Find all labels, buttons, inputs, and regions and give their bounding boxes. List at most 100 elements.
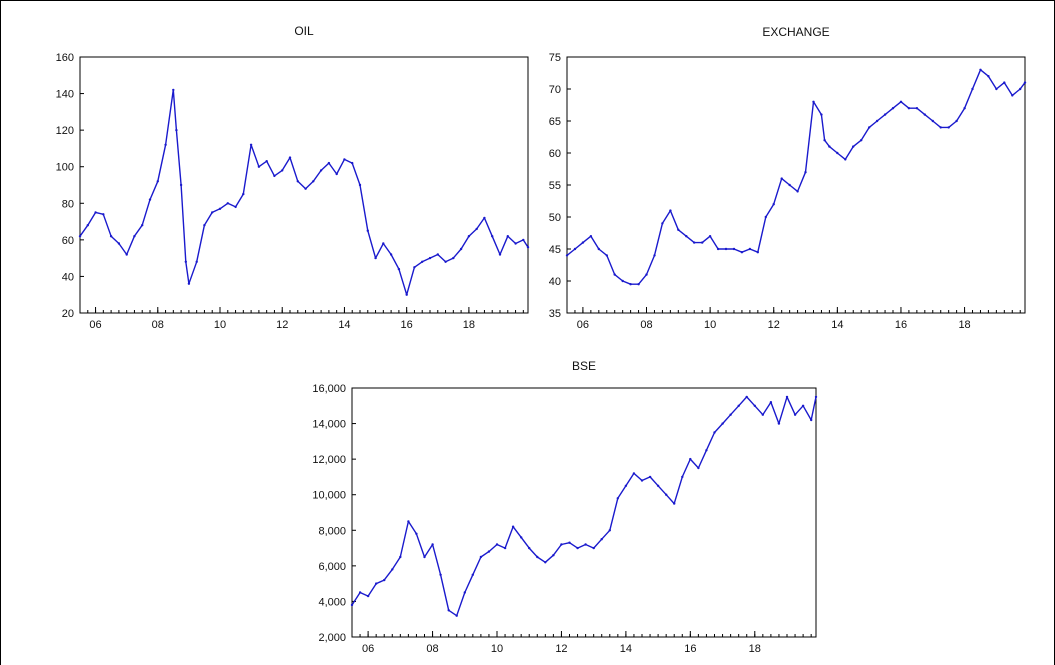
bse-data-point <box>383 578 386 582</box>
exchange-y-tick-label: 45 <box>549 244 561 256</box>
exchange-data-point <box>860 139 863 142</box>
bse-data-point <box>463 591 466 594</box>
bse-y-tick-label: 2,000 <box>318 632 346 644</box>
oil-data-point <box>125 253 128 256</box>
exchange-data-point <box>780 177 783 180</box>
exchange-y-tick-label: 75 <box>549 52 561 64</box>
bse-data-point <box>350 603 354 607</box>
exchange-data-point <box>629 283 632 286</box>
exchange-data-point <box>613 273 616 276</box>
exchange-x-tick-label: 08 <box>640 319 652 331</box>
oil-data-point <box>296 180 299 183</box>
oil-data-point <box>141 224 144 227</box>
exchange-x-tick-label: 16 <box>895 319 907 331</box>
bse-data-point <box>673 502 676 505</box>
exchange-y-tick-label: 55 <box>549 180 561 192</box>
exchange-data-point <box>589 235 593 238</box>
exchange-data-point <box>677 228 680 231</box>
exchange-data-point <box>756 251 759 254</box>
oil-data-point <box>164 143 167 146</box>
oil-x-tick-label: 16 <box>401 319 413 331</box>
exchange-data-point <box>796 190 799 193</box>
oil-data-point <box>281 169 284 172</box>
bse-data-point <box>753 404 756 407</box>
oil-data-point <box>397 267 401 271</box>
exchange-data-point <box>852 145 855 148</box>
oil-data-point <box>257 165 261 168</box>
bse-data-point <box>391 568 394 571</box>
exchange-series-line <box>566 69 1026 285</box>
oil-data-point <box>211 211 214 214</box>
bse-data-point <box>511 525 515 528</box>
exchange-data-point <box>804 171 807 174</box>
oil-data-point <box>179 183 183 187</box>
bse-y-tick-label: 14,000 <box>312 419 346 431</box>
exchange-data-point <box>661 222 664 225</box>
oil-data-point <box>526 246 530 249</box>
oil-series-line <box>79 89 529 296</box>
exchange-data-point <box>1011 94 1014 97</box>
exchange-data-point <box>621 279 624 283</box>
exchange-y-tick-label: 50 <box>549 212 561 224</box>
oil-data-point <box>78 235 82 238</box>
oil-data-point <box>382 242 385 245</box>
oil-data-point <box>94 211 97 214</box>
oil-data-point <box>522 238 525 242</box>
exchange-data-point <box>947 126 950 129</box>
bse-y-tick-label: 10,000 <box>312 490 346 502</box>
bse-x-tick-label: 18 <box>749 643 761 655</box>
bse-data-point <box>689 457 692 461</box>
exchange-data-point <box>716 247 720 251</box>
bse-data-point <box>447 609 450 612</box>
exchange-y-tick-label: 35 <box>549 308 561 320</box>
bse-data-point <box>415 532 418 535</box>
oil-data-point <box>459 247 463 251</box>
oil-data-point <box>319 169 323 172</box>
exchange-y-tick-label: 60 <box>549 148 561 160</box>
bse-data-point <box>487 550 491 553</box>
bse-data-point <box>777 422 781 425</box>
exchange-data-point <box>971 87 974 91</box>
exchange-data-point <box>764 215 767 219</box>
oil-data-point <box>483 216 486 220</box>
exchange-y-tick-label: 40 <box>549 276 561 288</box>
exchange-data-point <box>836 151 839 155</box>
oil-y-tick-label: 20 <box>62 308 74 320</box>
exchange-data-point <box>653 254 656 257</box>
exchange-data-point <box>573 247 577 251</box>
oil-x-tick-label: 18 <box>463 319 475 331</box>
exchange-data-point <box>732 247 736 251</box>
bse-data-point <box>737 404 740 407</box>
oil-y-tick-label: 80 <box>62 198 74 210</box>
exchange-data-point <box>1003 81 1006 84</box>
oil-data-point <box>172 88 175 92</box>
oil-data-point <box>312 180 315 183</box>
exchange-data-point <box>955 119 958 123</box>
oil-data-point <box>234 205 237 209</box>
oil-y-tick-label: 60 <box>62 235 74 247</box>
exchange-data-point <box>823 139 826 142</box>
oil-x-tick-label: 10 <box>214 319 226 331</box>
exchange-data-point <box>915 107 919 110</box>
bse-data-point <box>423 555 426 559</box>
exchange-data-point <box>685 235 688 238</box>
exchange-data-point <box>605 254 608 257</box>
bse-data-point <box>495 543 499 546</box>
bse-x-tick-label: 08 <box>426 643 438 655</box>
bse-data-point <box>584 543 587 546</box>
exchange-y-tick-label: 70 <box>549 84 561 96</box>
exchange-data-point <box>979 68 982 72</box>
oil-x-tick-label: 12 <box>276 319 288 331</box>
oil-data-point <box>343 158 346 161</box>
exchange-data-point <box>581 241 585 244</box>
oil-data-point <box>506 235 509 238</box>
bse-data-point <box>729 413 732 416</box>
bse-data-point <box>713 431 716 434</box>
exchange-data-point <box>931 119 934 123</box>
exchange-data-point <box>907 107 911 110</box>
oil-x-tick-label: 14 <box>338 319 350 331</box>
oil-data-point <box>452 256 455 260</box>
oil-data-point <box>514 242 517 245</box>
oil-data-point <box>288 156 292 159</box>
bse-data-point <box>624 484 628 487</box>
